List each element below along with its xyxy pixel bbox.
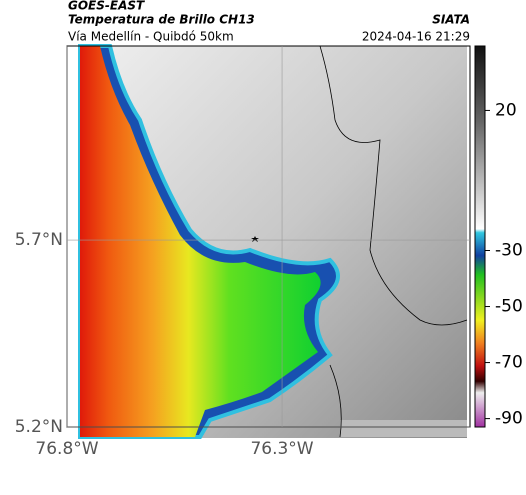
colorbar-tick-label: -70 (495, 353, 523, 373)
colorbar-tick-label: 20 (495, 100, 517, 120)
source: SIATA (432, 13, 470, 27)
map-image (67, 44, 470, 439)
datetime: 2024-04-16 21:29 (362, 30, 470, 44)
y-tick-label: 5.7°N (15, 230, 63, 250)
x-tick-label: 76.8°W (35, 439, 98, 459)
subtitle: Vía Medellín - Quibdó 50km (68, 30, 234, 44)
x-tick-label: 76.3°W (250, 439, 313, 459)
colorbar-tick-label: -50 (495, 297, 523, 317)
colorbar (474, 45, 486, 428)
y-tick-label: 5.2°N (15, 417, 63, 437)
title: Temperatura de Brillo CH13 (68, 13, 255, 27)
colorbar-tick-label: -90 (495, 409, 523, 429)
satellite: GOES-EAST (68, 0, 145, 13)
colorbar-tick-label: -30 (495, 241, 523, 261)
